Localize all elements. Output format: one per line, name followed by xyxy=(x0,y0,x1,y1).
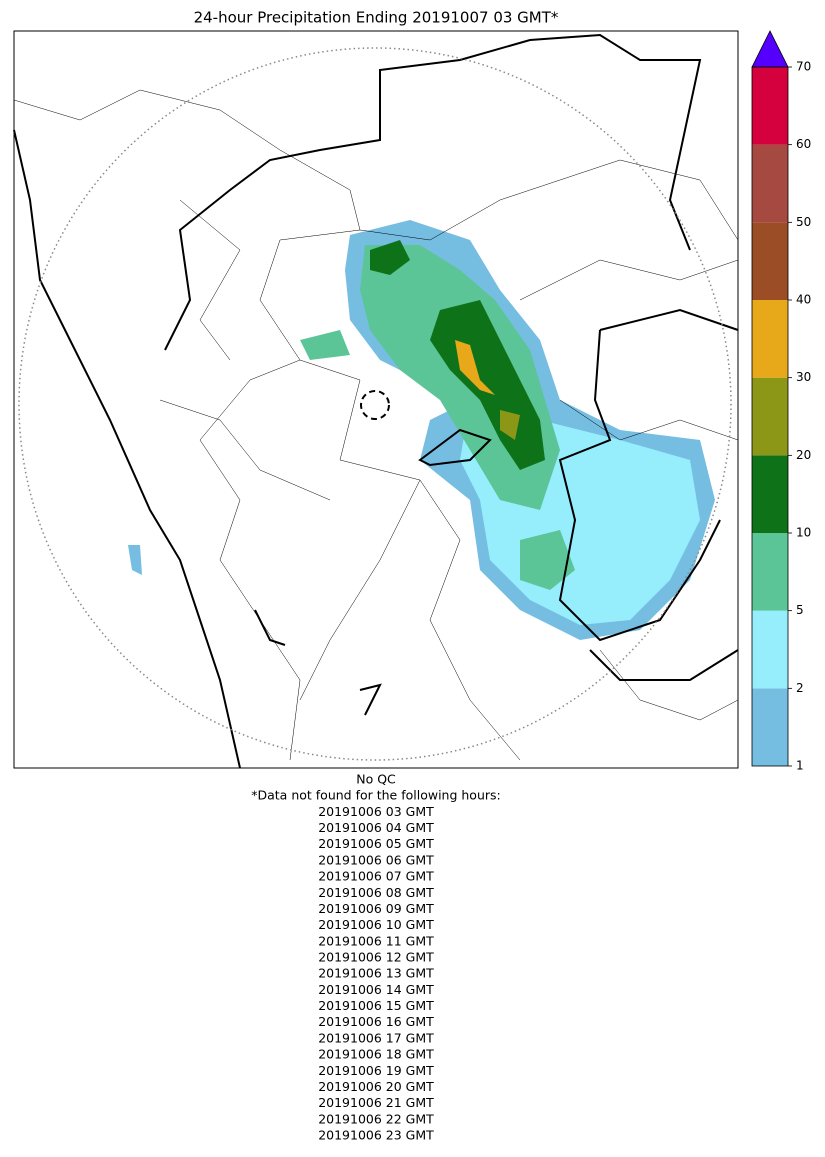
missing-hour: 20191006 18 GMT xyxy=(318,1047,434,1062)
missing-hour: 20191006 14 GMT xyxy=(318,982,434,997)
missing-hour: 20191006 17 GMT xyxy=(318,1030,434,1045)
missing-hour: 20191006 03 GMT xyxy=(318,804,434,819)
missing-hour: 20191006 19 GMT xyxy=(318,1063,434,1078)
missing-hour: 20191006 11 GMT xyxy=(318,933,434,948)
colorbar-segment xyxy=(752,67,788,145)
missing-hour: 20191006 21 GMT xyxy=(318,1095,434,1110)
colorbar-tick-label: 40 xyxy=(796,293,811,307)
colorbar-segment xyxy=(752,377,788,456)
missing-hour: 20191006 22 GMT xyxy=(318,1111,434,1126)
colorbar-tick-label: 20 xyxy=(796,448,811,462)
map-background xyxy=(14,31,738,768)
map-frame xyxy=(13,30,739,769)
map-title: 24-hour Precipitation Ending 20191007 03… xyxy=(194,9,559,27)
missing-hour: 20191006 15 GMT xyxy=(318,998,434,1013)
missing-hour: 20191006 10 GMT xyxy=(318,917,434,932)
colorbar-segment xyxy=(752,222,788,300)
radar-site xyxy=(360,390,390,420)
missing-hour: 20191006 04 GMT xyxy=(318,820,434,835)
note-line: No QC xyxy=(356,772,396,787)
missing-hour: 20191006 05 GMT xyxy=(318,836,434,851)
missing-hour: 20191006 12 GMT xyxy=(318,950,434,965)
colorbar-frame xyxy=(751,66,789,767)
notes: No QC*Data not found for the following h… xyxy=(251,772,501,1143)
map xyxy=(13,30,739,769)
colorbar-extend xyxy=(751,30,789,68)
missing-hour: 20191006 16 GMT xyxy=(318,1014,434,1029)
colorbar-segment xyxy=(752,144,788,223)
colorbar-segment xyxy=(752,533,788,611)
radar-range-ring xyxy=(18,47,732,761)
missing-hour: 20191006 07 GMT xyxy=(318,869,434,884)
colorbar-tick-label: 30 xyxy=(796,370,811,384)
colorbar-tick-label: 50 xyxy=(796,215,811,229)
colorbar-tick-label: 10 xyxy=(796,526,811,540)
missing-hour: 20191006 23 GMT xyxy=(318,1128,434,1143)
missing-hour: 20191006 06 GMT xyxy=(318,852,434,867)
colorbar-tick-label: 70 xyxy=(796,60,811,74)
colorbar-segment xyxy=(752,300,788,378)
missing-hour: 20191006 20 GMT xyxy=(318,1079,434,1094)
state-boundaries xyxy=(13,33,739,769)
colorbar-tick-label: 5 xyxy=(796,603,804,617)
precip-field xyxy=(128,220,715,640)
colorbar-tick-label: 60 xyxy=(796,137,811,151)
note-line: *Data not found for the following hours: xyxy=(251,788,501,803)
colorbar-segment xyxy=(752,610,788,689)
missing-hour: 20191006 13 GMT xyxy=(318,966,434,981)
colorbar-segment xyxy=(752,688,788,766)
colorbar: 1 2 5 10 20 30 40 50 60 70 xyxy=(751,30,811,773)
colorbar-segment xyxy=(752,455,788,533)
district-lines xyxy=(13,89,739,761)
colorbar-tick-label: 2 xyxy=(796,681,804,695)
missing-hour: 20191006 08 GMT xyxy=(318,885,434,900)
missing-hour: 20191006 09 GMT xyxy=(318,901,434,916)
colorbar-tick-label: 1 xyxy=(796,759,804,773)
